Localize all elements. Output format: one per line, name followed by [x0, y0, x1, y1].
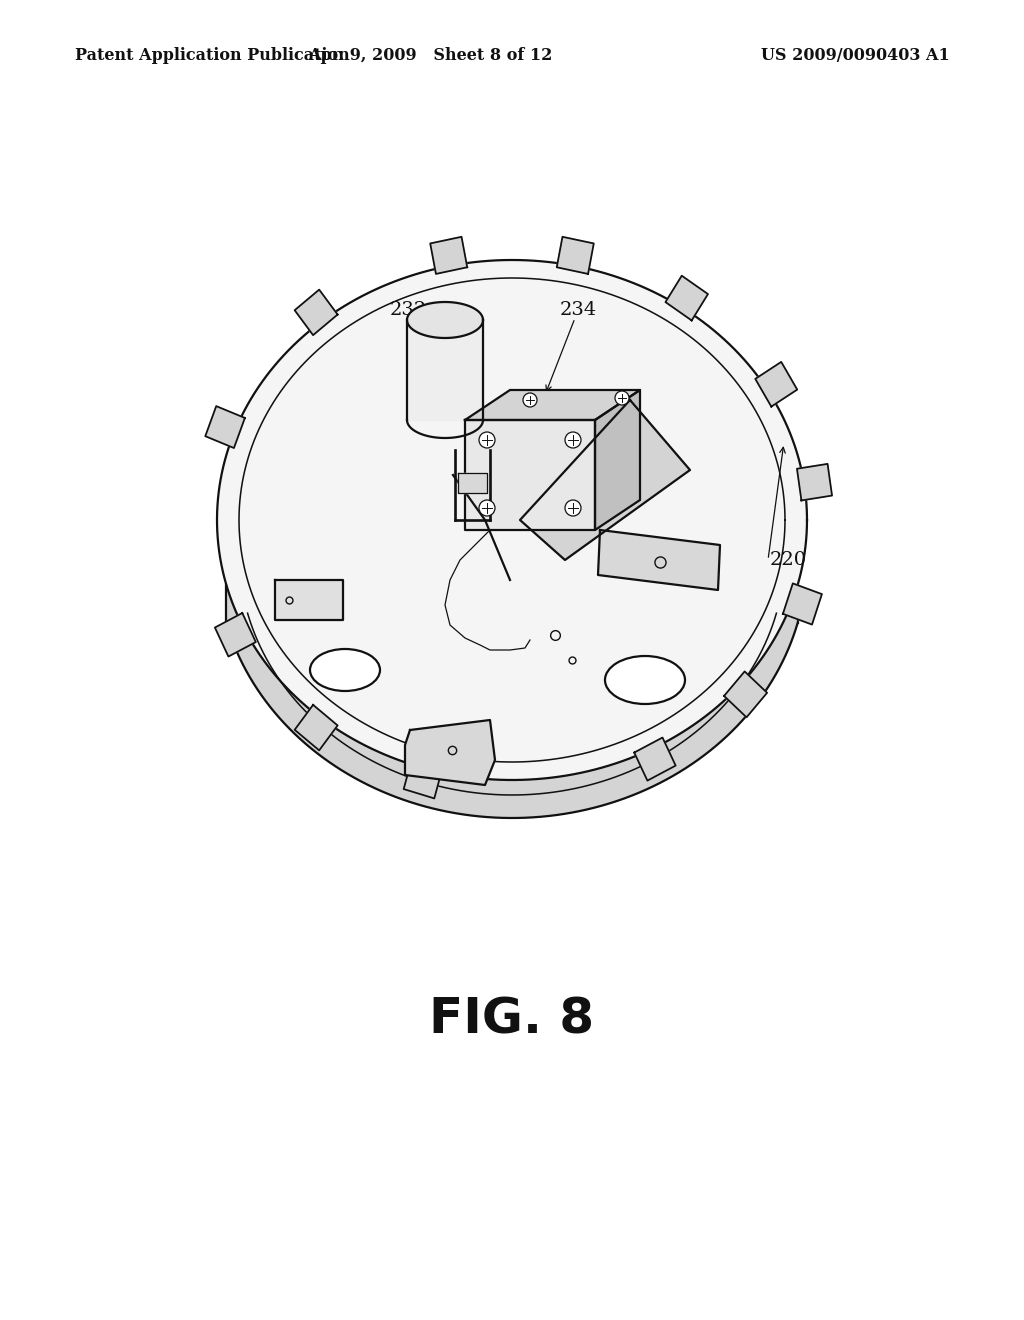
Polygon shape	[724, 672, 767, 717]
Circle shape	[615, 391, 629, 405]
Text: Patent Application Publication: Patent Application Publication	[75, 46, 350, 63]
Ellipse shape	[605, 656, 685, 704]
Polygon shape	[407, 319, 483, 420]
Text: 220: 220	[770, 550, 807, 569]
Polygon shape	[520, 400, 690, 560]
Text: 232: 232	[390, 301, 427, 319]
Polygon shape	[403, 759, 442, 799]
Circle shape	[479, 500, 495, 516]
Polygon shape	[217, 260, 807, 780]
Polygon shape	[465, 389, 640, 420]
Polygon shape	[634, 738, 676, 780]
Text: 234: 234	[560, 301, 597, 319]
Polygon shape	[458, 473, 487, 492]
Polygon shape	[407, 302, 483, 338]
Text: US 2009/0090403 A1: US 2009/0090403 A1	[761, 46, 950, 63]
Polygon shape	[783, 583, 822, 624]
Polygon shape	[595, 389, 640, 531]
Polygon shape	[295, 705, 338, 750]
Polygon shape	[465, 420, 595, 531]
Polygon shape	[756, 362, 798, 407]
Polygon shape	[205, 407, 245, 447]
Polygon shape	[406, 719, 495, 785]
Text: Apr. 9, 2009   Sheet 8 of 12: Apr. 9, 2009 Sheet 8 of 12	[308, 46, 552, 63]
Ellipse shape	[310, 649, 380, 690]
Polygon shape	[295, 289, 338, 335]
Circle shape	[479, 432, 495, 447]
Polygon shape	[226, 585, 798, 818]
Polygon shape	[557, 236, 594, 275]
Text: FIG. 8: FIG. 8	[429, 997, 595, 1044]
Polygon shape	[430, 236, 467, 275]
Circle shape	[523, 393, 537, 407]
Polygon shape	[598, 531, 720, 590]
Polygon shape	[666, 276, 708, 321]
Polygon shape	[797, 463, 833, 500]
Circle shape	[565, 500, 581, 516]
Circle shape	[565, 432, 581, 447]
Polygon shape	[275, 579, 343, 620]
Polygon shape	[215, 612, 256, 656]
